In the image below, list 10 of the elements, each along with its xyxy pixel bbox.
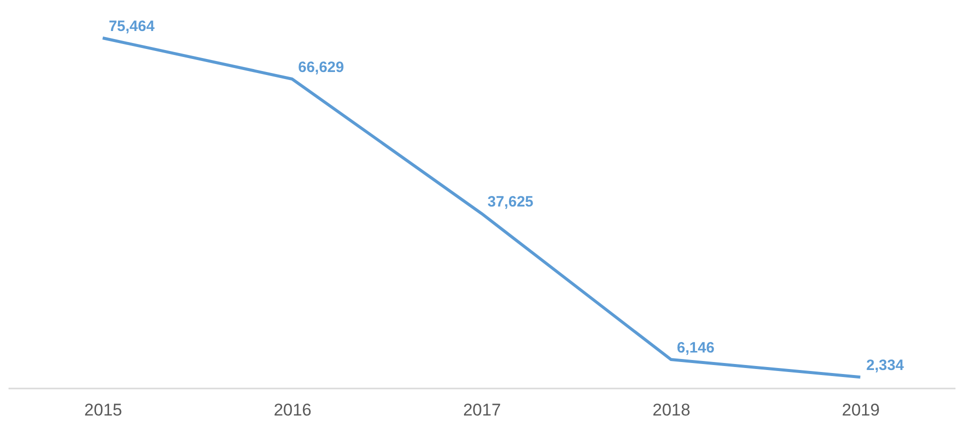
x-tick-label: 2015 [84,400,122,420]
data-label: 6,146 [676,339,714,356]
x-tick-label: 2019 [842,400,880,420]
data-label: 75,464 [108,18,156,35]
x-tick-label: 2016 [274,400,312,420]
data-label: 2,334 [866,357,904,374]
x-tick-label: 2017 [463,400,501,420]
data-label: 37,625 [488,193,534,210]
x-tick-label: 2018 [652,400,690,420]
data-label: 66,629 [298,58,344,76]
